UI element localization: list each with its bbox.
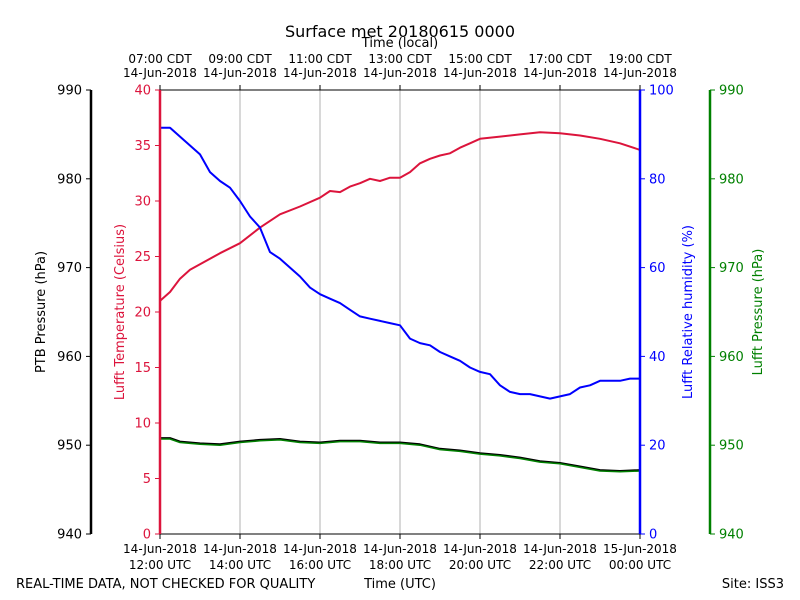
- top-tick-label: 13:00 CDT: [368, 52, 432, 66]
- top-tick-label: 11:00 CDT: [288, 52, 352, 66]
- site-label: Site: ISS3: [722, 577, 784, 592]
- tick-label-lufft_p: 960: [719, 350, 744, 365]
- bottom-tick-label: 22:00 UTC: [529, 558, 591, 572]
- bottom-tick-label: 15-Jun-2018: [603, 542, 677, 556]
- gridlines: [239, 90, 561, 534]
- series-line-lufft-pressure: [160, 438, 641, 473]
- tick-label-rh: 80: [649, 172, 666, 187]
- tick-label-lufft_p: 970: [719, 261, 744, 276]
- tick-label-lufft_p: 980: [719, 172, 744, 187]
- tick-label-temp: 10: [134, 417, 151, 432]
- axis-label-lufft_p: Lufft Pressure (hPa): [751, 249, 766, 376]
- top-tick-label: 14-Jun-2018: [523, 66, 597, 80]
- tick-label-ptb: 950: [57, 439, 82, 454]
- top-tick-label: 14-Jun-2018: [603, 66, 677, 80]
- axis-label-temp: Lufft Temperature (Celsius): [113, 224, 128, 400]
- bottom-tick-label: 16:00 UTC: [289, 558, 351, 572]
- tick-label-temp: 25: [134, 250, 151, 265]
- top-tick-label: 14-Jun-2018: [283, 66, 357, 80]
- series-line-lufft-relative-humidity: [160, 126, 640, 400]
- tick-label-lufft_p: 950: [719, 439, 744, 454]
- top-tick-label: 14-Jun-2018: [203, 66, 277, 80]
- x-axis-label: Time (UTC): [363, 577, 436, 592]
- tick-label-temp: 40: [134, 84, 151, 99]
- tick-label-rh: 60: [649, 261, 666, 276]
- top-tick-label: 14-Jun-2018: [443, 66, 517, 80]
- bottom-tick-label: 14-Jun-2018: [283, 542, 357, 556]
- top-tick-label: 17:00 CDT: [528, 52, 592, 66]
- tick-label-ptb: 990: [57, 84, 82, 99]
- chart-title: Surface met 20180615 0000: [285, 22, 515, 41]
- top-tick-label: 14-Jun-2018: [123, 66, 197, 80]
- top-axis-label: Time (local): [361, 36, 438, 51]
- top-tick-label: 09:00 CDT: [208, 52, 272, 66]
- tick-label-ptb: 940: [57, 528, 82, 543]
- top-tick-label: 15:00 CDT: [448, 52, 512, 66]
- top-tick-label: 07:00 CDT: [128, 52, 192, 66]
- tick-label-lufft_p: 940: [719, 528, 744, 543]
- quality-disclaimer: REAL-TIME DATA, NOT CHECKED FOR QUALITY: [16, 577, 315, 592]
- axis-label-ptb: PTB Pressure (hPa): [34, 251, 49, 373]
- bottom-tick-label: 00:00 UTC: [609, 558, 671, 572]
- tick-label-temp: 20: [134, 306, 151, 321]
- tick-label-temp: 0: [143, 528, 151, 543]
- tick-label-rh: 0: [649, 528, 657, 543]
- tick-label-temp: 15: [134, 361, 151, 376]
- tick-label-rh: 40: [649, 350, 666, 365]
- series-line-lufft-temperature: [159, 131, 641, 302]
- tick-label-ptb: 960: [57, 350, 82, 365]
- bottom-tick-label: 14-Jun-2018: [363, 542, 437, 556]
- bottom-tick-label: 14-Jun-2018: [523, 542, 597, 556]
- bottom-tick-label: 18:00 UTC: [369, 558, 431, 572]
- bottom-tick-label: 14-Jun-2018: [203, 542, 277, 556]
- axes: 0 5 10 15 20 25 30 35 40 Lufft Temperature (Celsi…: [34, 52, 766, 572]
- top-tick-label: 14-Jun-2018: [363, 66, 437, 80]
- top-tick-label: 19:00 CDT: [608, 52, 672, 66]
- tick-label-temp: 35: [134, 139, 151, 154]
- tick-label-temp: 30: [134, 195, 151, 210]
- bottom-tick-label: 14-Jun-2018: [123, 542, 197, 556]
- axis-label-rh: Lufft Relative humidity (%): [681, 225, 696, 399]
- series-line-ptb-pressure: [160, 437, 641, 472]
- tick-label-rh: 100: [649, 84, 674, 99]
- bottom-tick-label: 14-Jun-2018: [443, 542, 517, 556]
- tick-label-lufft_p: 990: [719, 84, 744, 99]
- tick-label-temp: 5: [143, 472, 151, 487]
- bottom-tick-label: 14:00 UTC: [209, 558, 271, 572]
- tick-label-ptb: 980: [57, 172, 82, 187]
- bottom-tick-label: 12:00 UTC: [129, 558, 191, 572]
- series-lines: [159, 126, 641, 473]
- tick-label-ptb: 970: [57, 261, 82, 276]
- tick-label-rh: 20: [649, 439, 666, 454]
- bottom-tick-label: 20:00 UTC: [449, 558, 511, 572]
